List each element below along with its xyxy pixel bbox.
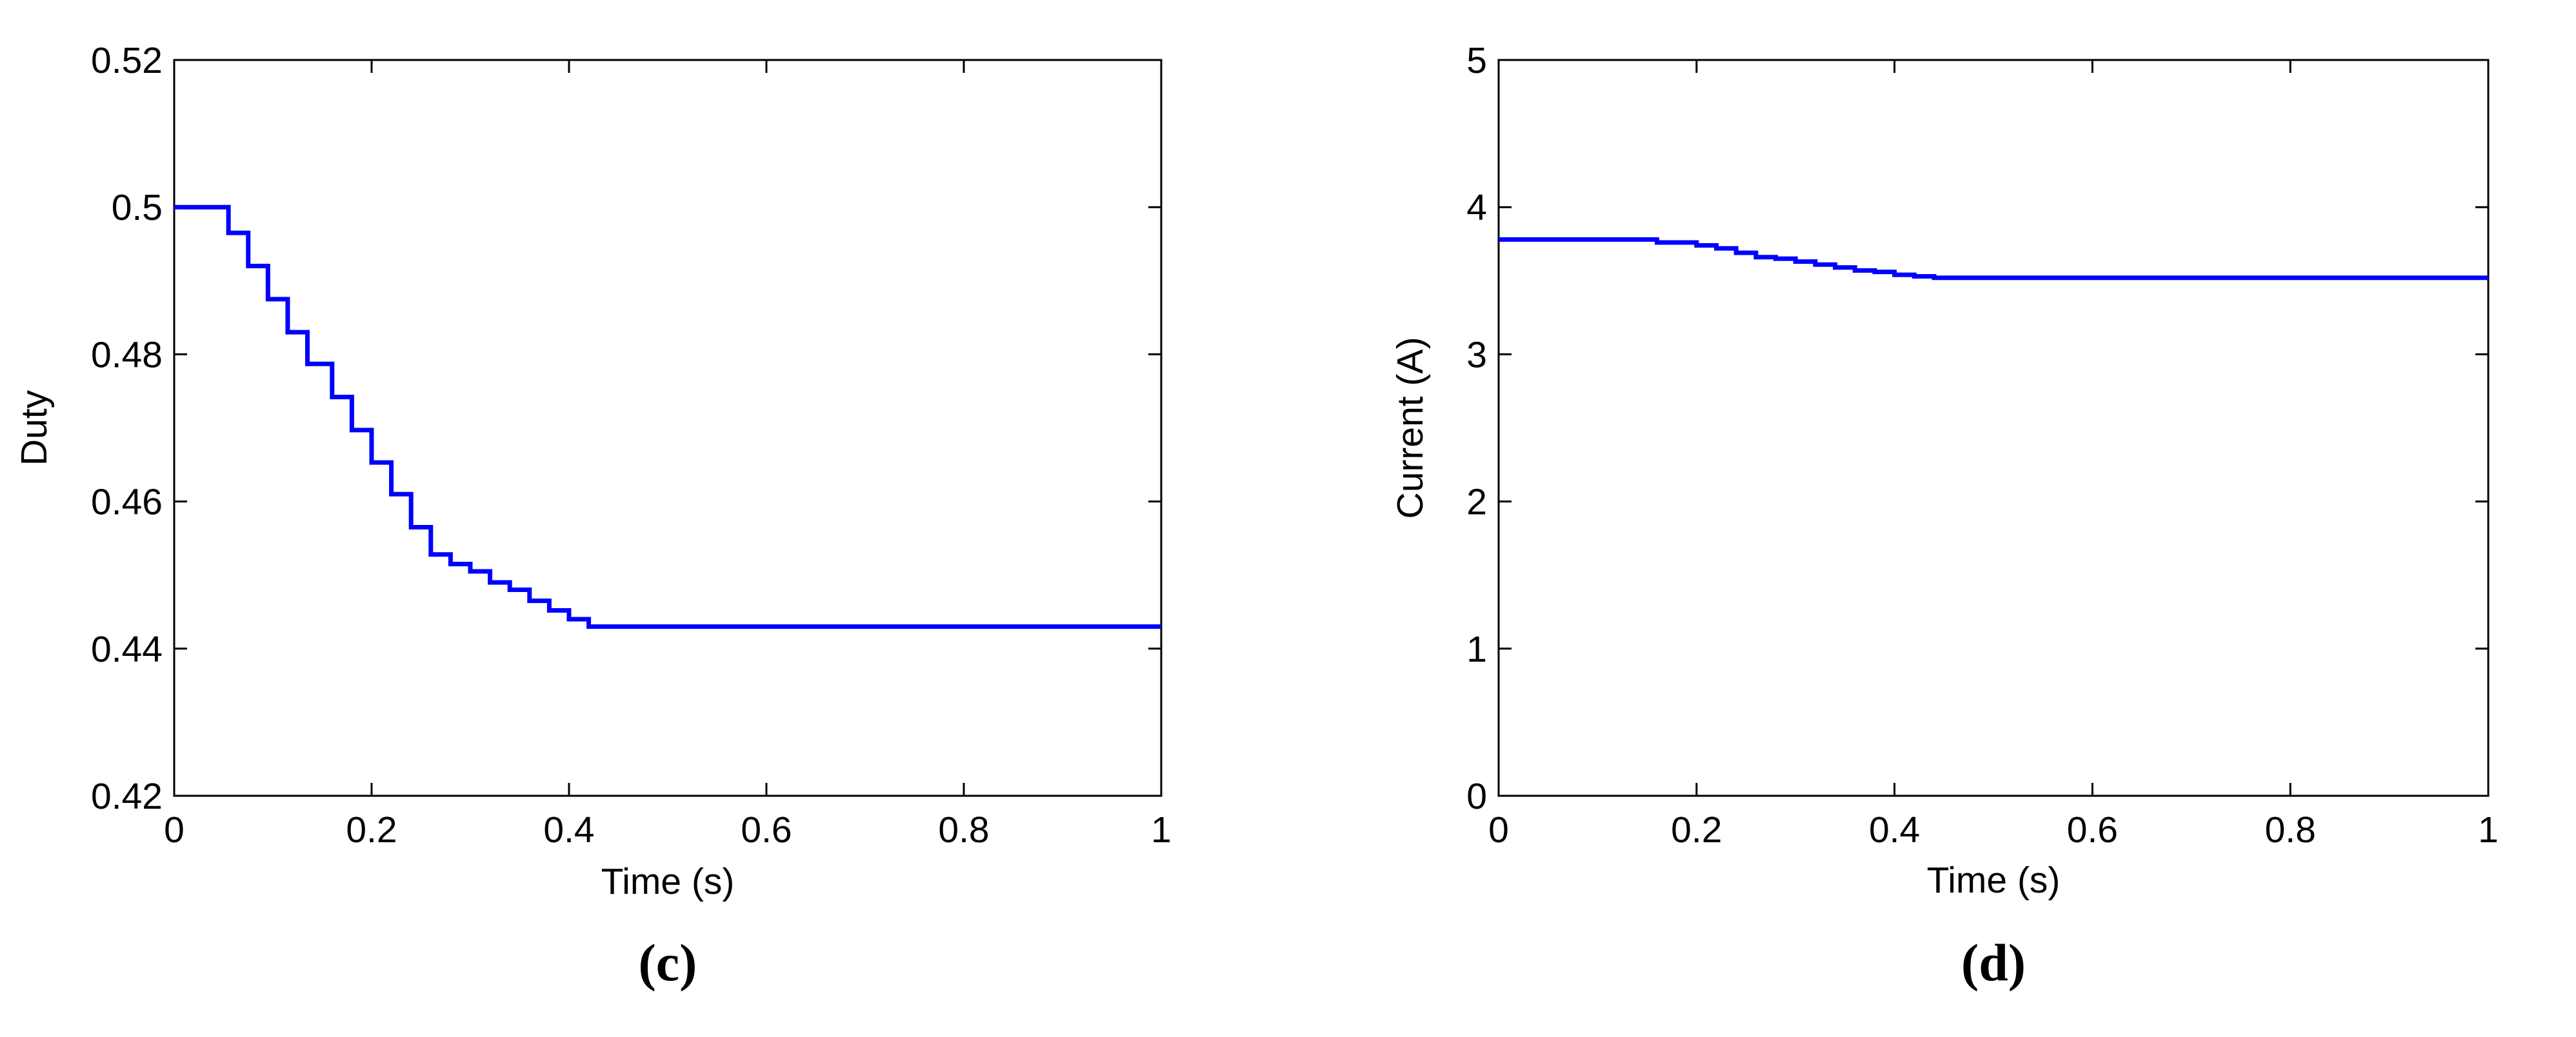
- chart-d-plot-frame: [1497, 59, 2490, 797]
- chart-d-y-tick-label: 1: [1466, 629, 1487, 670]
- chart-c-x-tick-label: 0.2: [346, 809, 397, 851]
- chart-c-x-tick-label: 0.4: [543, 809, 594, 851]
- chart-d-y-tick-label: 4: [1466, 187, 1487, 228]
- chart-d-x-tick-label: 0.2: [1671, 809, 1722, 851]
- chart-d-x-tick-label: 0.6: [2067, 809, 2118, 851]
- chart-d-x-tick-label: 1: [2478, 809, 2499, 851]
- chart-c-plot-frame: [173, 59, 1163, 797]
- chart-d-x-tick-label: 0.4: [1869, 809, 1920, 851]
- chart-c-x-tick-label: 0.6: [741, 809, 792, 851]
- chart-c-series-line: [174, 204, 1161, 629]
- chart-d-x-tick-label: 0.8: [2265, 809, 2316, 851]
- chart-d-series-line: [1499, 237, 2488, 281]
- chart-c-y-tick-label: 0.46: [91, 482, 163, 523]
- chart-c-y-tick-label: 0.42: [91, 776, 163, 817]
- chart-panel-d: 0 0.2 0.4 0.6 0.8 1 0 1 2 3 4 5 Time (s) Current (A) (…: [1390, 40, 2499, 992]
- chart-c-y-tick-label: 0.48: [91, 334, 163, 375]
- chart-d-caption: (d): [1961, 933, 2026, 992]
- chart-c-x-tick-label: 0: [164, 809, 185, 851]
- chart-c-x-tick-label: 1: [1151, 809, 1172, 851]
- chart-c-y-tick-label: 0.5: [112, 187, 163, 228]
- chart-d-x-axis-label: Time (s): [1927, 860, 2061, 901]
- chart-c-y-tick-label: 0.44: [91, 629, 163, 670]
- chart-d-y-tick-label: 0: [1466, 776, 1487, 817]
- chart-c-y-tick-label: 0.52: [91, 40, 163, 81]
- chart-c-x-axis-label: Time (s): [601, 861, 735, 902]
- chart-d-y-tick-label: 5: [1466, 40, 1487, 81]
- chart-c-caption: (c): [638, 933, 697, 992]
- chart-panel-c: 0 0.2 0.4 0.6 0.8 1 0.42 0.44 0.46 0.48 0.5 0.52 Tim…: [14, 40, 1172, 992]
- chart-d-y-axis-label: Current (A): [1390, 337, 1431, 519]
- chart-d-y-tick-label: 3: [1466, 334, 1487, 375]
- chart-c-x-tick-label: 0.8: [938, 809, 989, 851]
- chart-d-x-tick-label: 0: [1488, 809, 1509, 851]
- chart-d-y-tick-label: 2: [1466, 482, 1487, 523]
- chart-c-y-axis-label: Duty: [14, 390, 55, 466]
